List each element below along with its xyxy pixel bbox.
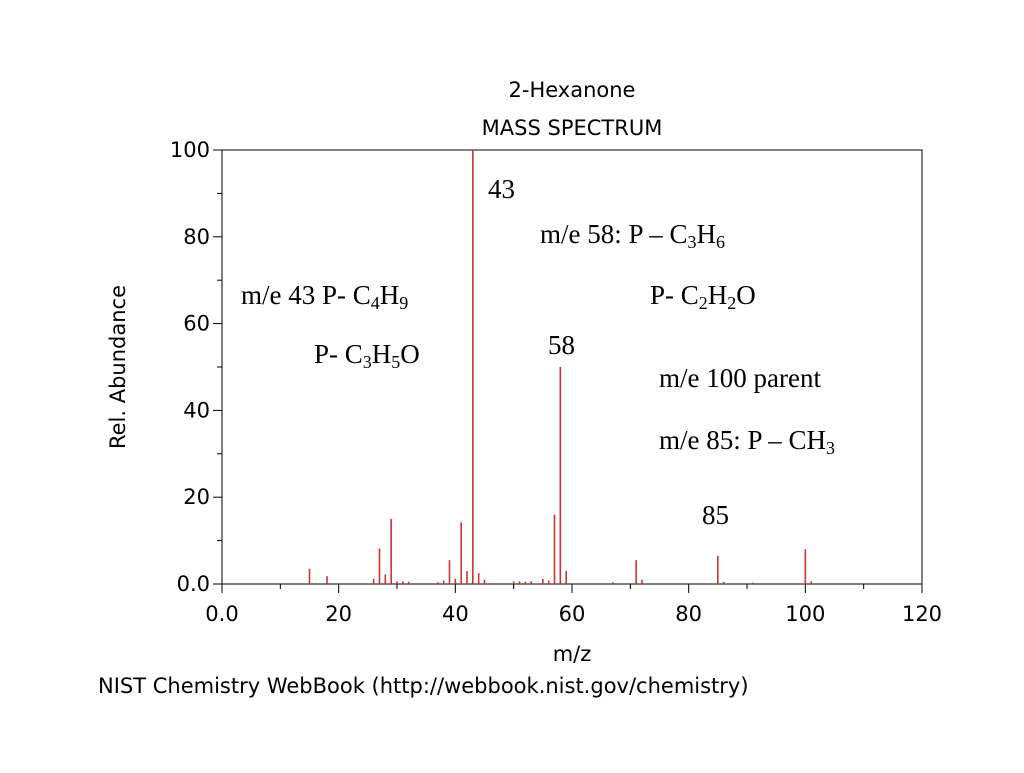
source-caption: NIST Chemistry WebBook (http://webbook.n… [98, 674, 749, 698]
peak-label-85: 85 [702, 500, 729, 530]
x-axis-label: m/z [553, 642, 592, 666]
annotation-m58-line1: m/e 58: P – C3H6 [540, 219, 726, 252]
x-tick-label: 40 [442, 602, 469, 626]
y-tick-label: 60 [183, 312, 210, 336]
y-tick-label: 40 [183, 398, 210, 422]
x-tick-label: 120 [902, 602, 942, 626]
x-axis: 0.0 20 40 60 80 100 120 [205, 584, 942, 626]
x-tick-label: 0.0 [205, 602, 238, 626]
y-axis-label: Rel. Abundance [106, 285, 130, 449]
peak-label-43: 43 [488, 174, 515, 204]
y-tick-label: 0.0 [177, 572, 210, 596]
chart-subtitle: MASS SPECTRUM [482, 116, 663, 140]
x-tick-label: 80 [675, 602, 702, 626]
y-tick-label: 100 [170, 138, 210, 162]
annotation-m43-line1: m/e 43 P- C4H9 [241, 280, 409, 313]
chart-title: 2-Hexanone [509, 78, 636, 102]
y-tick-label: 20 [183, 485, 210, 509]
annotation-m58-line2: P- C2H2O [650, 280, 756, 313]
peak-bars [308, 150, 812, 584]
annotation-m100: m/e 100 parent [659, 363, 821, 393]
y-axis: 0.0 20 40 60 80 100 [170, 138, 222, 596]
x-tick-label: 60 [559, 602, 586, 626]
y-tick-label: 80 [183, 225, 210, 249]
x-tick-label: 100 [785, 602, 825, 626]
peak-label-58: 58 [548, 330, 575, 360]
annotation-m85: m/e 85: P – CH3 [659, 425, 836, 458]
x-tick-label: 20 [325, 602, 352, 626]
annotation-m43-line2: P- C3H5O [314, 339, 420, 372]
